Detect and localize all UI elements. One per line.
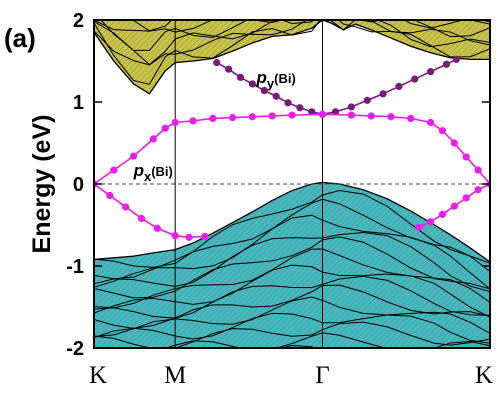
orbital-markers [94, 55, 490, 241]
marker-px_upper [149, 135, 157, 143]
marker-px_upper [462, 153, 470, 161]
valence-band-line [94, 231, 490, 293]
valence-band-line [94, 214, 490, 290]
marker-px_upper [161, 124, 169, 132]
marker-px_upper [110, 166, 118, 174]
marker-px_upper [347, 111, 355, 119]
conduction-band-line [131, 20, 137, 21]
y-tick-label: -2 [66, 338, 84, 360]
valence-band-line [94, 275, 490, 319]
marker-py [225, 65, 233, 73]
y-tick-label: -1 [66, 256, 84, 278]
marker-py [395, 82, 403, 91]
marker-px_lower [122, 203, 130, 211]
conduction-band-line [94, 20, 490, 33]
marker-py [427, 68, 435, 76]
y-tick-label: 0 [73, 174, 84, 196]
marker-py [379, 90, 387, 98]
x-tick-label: M [164, 362, 186, 389]
conduction-band-line [94, 20, 490, 85]
marker-px_upper [407, 114, 415, 122]
marker-px_right_lower [462, 194, 470, 202]
marker-px_right_lower [427, 218, 435, 226]
conduction-band-edge [94, 20, 490, 95]
x-tick-label: K [475, 362, 493, 389]
marker-py [284, 99, 292, 107]
x-tick-label: Γ [315, 362, 329, 389]
marker-px_right_lower [474, 186, 482, 194]
conduction-band-line [100, 20, 490, 51]
annotation-py-suffix: (Bi) [274, 71, 296, 86]
valence-band-line [94, 321, 490, 348]
marker-px_upper [450, 139, 458, 147]
valence-band-edge [94, 181, 490, 263]
marker-px_upper [387, 113, 395, 121]
valence-band-line [94, 236, 490, 299]
marker-px_upper [318, 110, 327, 118]
annotation-px-sub: x [144, 169, 152, 184]
marker-px_upper [427, 118, 435, 127]
marker-px_upper [248, 113, 256, 121]
k-path-divider-lines [174, 20, 323, 348]
marker-px_upper [209, 114, 217, 122]
marker-py [260, 86, 268, 95]
marker-px_upper [171, 118, 179, 127]
band-lines [94, 20, 490, 348]
conduction-band-line [131, 20, 490, 32]
marker-px_right_lower [450, 202, 458, 210]
marker-py [331, 108, 340, 116]
plot-area [94, 20, 490, 348]
marker-py [236, 73, 245, 81]
annotation-py-sub: y [267, 76, 275, 91]
annotation-px-suffix: (Bi) [151, 164, 173, 179]
valence-band-line [94, 296, 490, 338]
marker-py [347, 103, 355, 111]
marker-px_lower [185, 233, 193, 241]
y-tick-label: 2 [73, 10, 84, 32]
annotation-px: px(Bi) [133, 161, 173, 184]
marker-py [272, 92, 280, 100]
conduction-band-line [94, 20, 490, 66]
marker-px_upper [268, 112, 276, 120]
marker-px_upper [229, 113, 237, 122]
marker-px_lower [137, 214, 146, 223]
annotation-py: py(Bi) [256, 68, 296, 91]
marker-px_upper [438, 127, 447, 135]
marker-px_upper [288, 111, 296, 119]
marker-px_upper [367, 112, 375, 120]
y-tick-label: 1 [73, 92, 84, 114]
marker-py [213, 59, 221, 67]
x-tick-label: K [89, 362, 107, 389]
marker-px_upper [189, 117, 197, 125]
marker-px_lower [106, 191, 114, 200]
valence-band-line [94, 264, 490, 318]
marker-py [411, 75, 419, 83]
marker-py [363, 96, 371, 104]
y-ticks: 2 1 0 -1 -2 [66, 10, 490, 360]
marker-px_right_lower [438, 210, 447, 218]
marker-px_lower [153, 224, 161, 232]
valence-band-line [278, 345, 439, 348]
marker-px_upper [130, 152, 138, 160]
marker-py [442, 60, 451, 68]
marker-py [296, 104, 304, 112]
panel-label: (a) [4, 23, 36, 53]
marker-px_upper [474, 166, 482, 174]
marker-px_right_lower [415, 223, 423, 232]
marker-py [452, 55, 460, 63]
marker-py [248, 80, 256, 88]
valence-band-line [94, 248, 490, 309]
valence-band-line [164, 332, 490, 348]
conduction-band-hatch [94, 20, 490, 94]
marker-px_lower [171, 232, 179, 240]
marker-py [308, 108, 316, 116]
annotation-py-main: p [256, 68, 267, 87]
annotation-px-main: p [133, 161, 144, 180]
y-axis-label: Energy (eV) [28, 115, 56, 254]
marker-px_lower [201, 232, 209, 241]
valence-band-line [94, 312, 490, 344]
